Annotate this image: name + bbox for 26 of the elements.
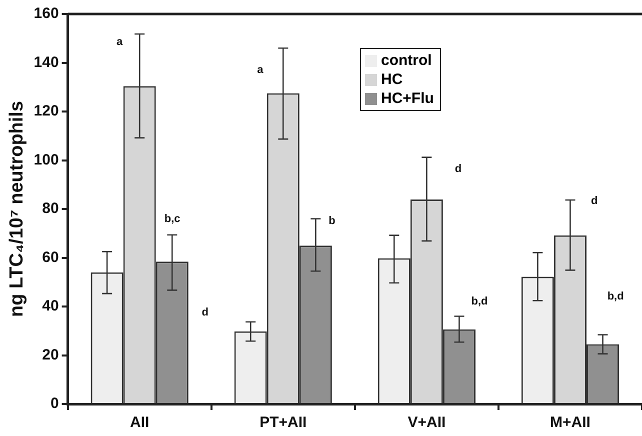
legend-label: HC+Flu	[381, 89, 434, 108]
y-tick-label: 0	[50, 395, 59, 412]
annotation: d	[590, 194, 598, 207]
annotation: b,d	[607, 290, 624, 302]
annotation: d	[202, 306, 208, 318]
y-axis-title: ng LTC₄/10⁷ neutrophils	[6, 100, 28, 318]
annotation: b,d	[471, 295, 488, 308]
y-tick-label: 140	[34, 54, 59, 71]
y-tick-label: 120	[34, 102, 59, 120]
annotation: a	[116, 36, 124, 48]
x-tick-label: AII	[130, 414, 150, 432]
x-tick-label: M+AII	[550, 414, 590, 432]
annotation: b	[328, 215, 336, 228]
legend-label: control	[381, 51, 432, 70]
y-tick-label: 20	[42, 346, 59, 364]
y-tick-label: 80	[42, 200, 59, 218]
y-tick-label: 100	[34, 151, 59, 168]
annotation: b,c	[164, 213, 180, 226]
x-tick-label: PT+AII	[260, 414, 307, 432]
annotation: d	[454, 162, 462, 175]
x-tick-label: V+AII	[408, 414, 446, 432]
y-tick-label: 160	[34, 5, 59, 22]
y-tick-label: 40	[42, 298, 59, 315]
legend-label: HC	[381, 70, 403, 89]
y-tick-label: 60	[42, 248, 59, 266]
annotation: a	[257, 64, 264, 76]
